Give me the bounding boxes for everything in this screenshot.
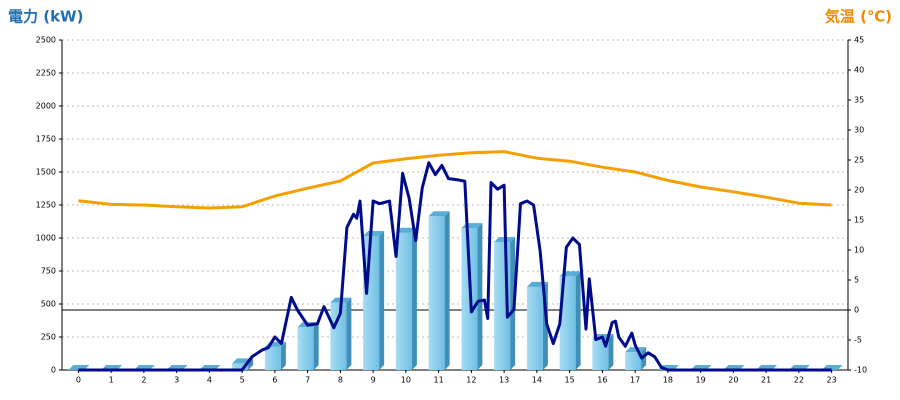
x-tick-label: 15 — [565, 376, 575, 385]
y-tick-label: 0 — [51, 366, 56, 375]
y2-tick-label: 10 — [854, 246, 864, 255]
y-tick-label: 2000 — [36, 102, 56, 111]
x-tick-label: 21 — [761, 376, 771, 385]
y2-axis-title: 気温 (℃) — [825, 8, 892, 26]
y2-tick-label: 35 — [854, 96, 864, 105]
y-tick-label: 2500 — [36, 36, 56, 45]
y2-tick-label: -5 — [854, 336, 862, 345]
x-tick-label: 22 — [794, 376, 804, 385]
y-tick-label: 1750 — [36, 135, 56, 144]
x-tick-label: 13 — [499, 376, 509, 385]
x-tick-label: 20 — [728, 376, 738, 385]
bar-side — [575, 271, 581, 370]
bar-side — [411, 227, 417, 370]
bar-side — [313, 322, 319, 370]
y2-tick-label: 15 — [854, 216, 864, 225]
x-tick-label: 18 — [663, 376, 673, 385]
bar — [559, 276, 576, 370]
x-tick-label: 2 — [141, 376, 146, 385]
y2-tick-label: 45 — [854, 36, 864, 45]
bar — [330, 302, 347, 370]
bar-top — [625, 347, 647, 353]
x-tick-label: 1 — [109, 376, 114, 385]
y-tick-label: 1500 — [36, 168, 56, 177]
bar-side — [477, 223, 483, 370]
bar-top — [363, 231, 385, 237]
y2-tick-label: 0 — [854, 306, 859, 315]
bar — [428, 216, 445, 370]
x-tick-label: 11 — [434, 376, 444, 385]
y-tick-label: 250 — [41, 333, 56, 342]
bar — [526, 286, 543, 370]
bar — [264, 346, 281, 370]
y-axis-title: 電力 (kW) — [8, 8, 83, 26]
x-tick-label: 23 — [827, 376, 837, 385]
bar-side — [346, 297, 352, 370]
bar-side — [510, 236, 516, 370]
x-tick-label: 16 — [597, 376, 607, 385]
bar — [232, 363, 249, 370]
bar-top — [395, 227, 417, 233]
line — [78, 161, 832, 372]
y2-tick-label: -10 — [854, 366, 867, 375]
y2-tick-label: 25 — [854, 156, 864, 165]
x-tick-label: 17 — [630, 376, 640, 385]
bar — [363, 236, 380, 370]
bar-side — [379, 231, 385, 370]
x-tick-label: 12 — [466, 376, 476, 385]
y-tick-label: 2250 — [36, 69, 56, 78]
y-tick-label: 500 — [41, 300, 56, 309]
x-tick-label: 3 — [174, 376, 179, 385]
bar — [297, 327, 314, 370]
line — [78, 150, 832, 210]
bar-side — [248, 358, 254, 370]
y-tick-label: 1000 — [36, 234, 56, 243]
bar — [395, 232, 412, 370]
y2-tick-label: 30 — [854, 126, 864, 135]
bar-side — [608, 333, 614, 370]
bar-top — [428, 211, 450, 217]
x-tick-label: 4 — [207, 376, 212, 385]
x-tick-label: 0 — [76, 376, 81, 385]
x-tick-label: 9 — [371, 376, 376, 385]
y2-tick-label: 5 — [854, 276, 859, 285]
x-tick-label: 14 — [532, 376, 542, 385]
y2-tick-label: 20 — [854, 186, 864, 195]
y-tick-label: 1250 — [36, 201, 56, 210]
x-tick-label: 5 — [240, 376, 245, 385]
y-tick-label: 750 — [41, 267, 56, 276]
x-tick-label: 7 — [305, 376, 310, 385]
bar — [625, 352, 642, 370]
x-tick-label: 19 — [696, 376, 706, 385]
bar-side — [641, 347, 647, 370]
y2-tick-label: 40 — [854, 66, 864, 75]
bar-side — [444, 211, 450, 370]
x-tick-label: 10 — [401, 376, 411, 385]
x-tick-label: 6 — [272, 376, 277, 385]
x-tick-label: 8 — [338, 376, 343, 385]
bar-side — [280, 341, 286, 370]
